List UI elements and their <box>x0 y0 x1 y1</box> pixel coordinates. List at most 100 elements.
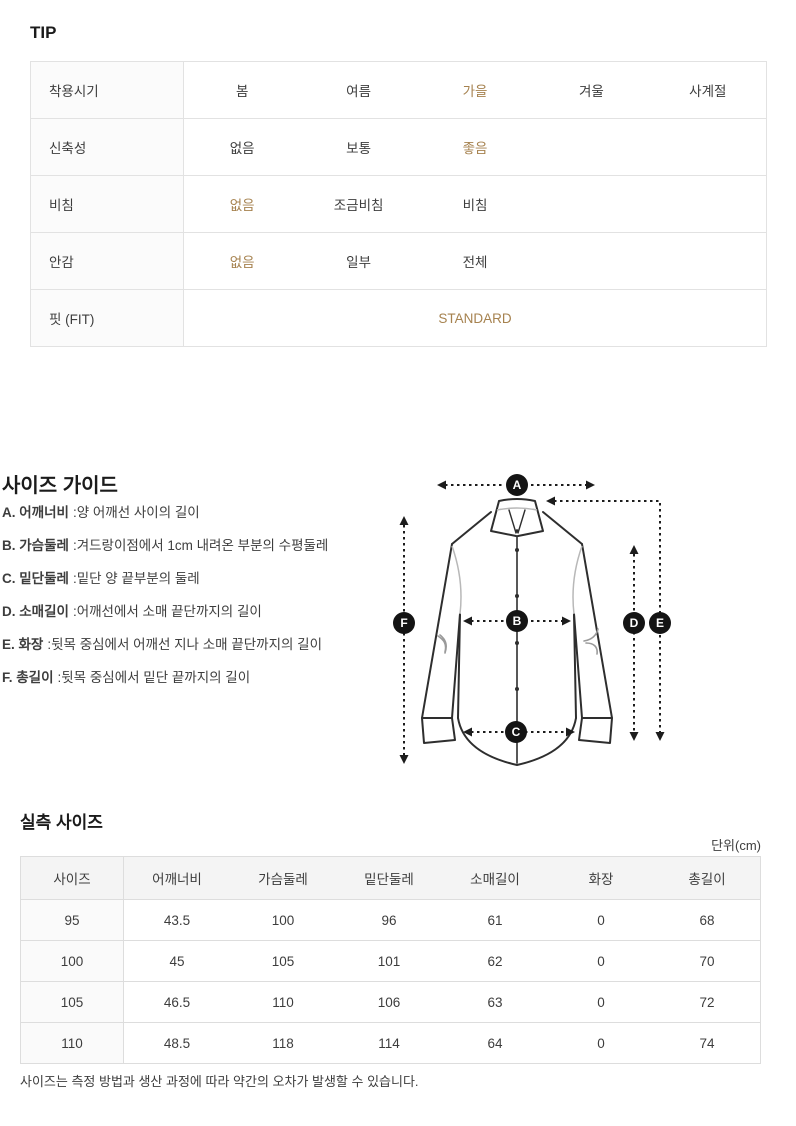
size-cell: 110 <box>21 1023 124 1063</box>
value-cell: 114 <box>378 1035 400 1051</box>
measure-label-e: E. 화장 <box>2 636 44 652</box>
badge-b: B <box>506 610 528 632</box>
list-item: B. 가슴둘레 :겨드랑이점에서 1cm 내려온 부분의 수평둘레 <box>2 527 328 560</box>
svg-text:B: B <box>513 614 522 628</box>
list-item: E. 화장 :뒷목 중심에서 어깨선 지나 소매 끝단까지의 길이 <box>2 626 328 659</box>
option-winter: 겨울 <box>578 84 604 99</box>
list-item: F. 총길이 :뒷목 중심에서 밑단 끝까지의 길이 <box>2 659 328 692</box>
column-header-hwajang: 화장 <box>588 872 614 887</box>
value-cell: 0 <box>597 912 605 928</box>
shirt-measurement-diagram-icon: A B C D E F <box>393 474 671 766</box>
measurement-badges: A B C D E F <box>393 474 671 743</box>
value-cell: 74 <box>699 1035 715 1051</box>
size-disclaimer-note: 사이즈는 측정 방법과 생산 과정에 따라 약간의 오차가 발생할 수 있습니다… <box>20 1074 419 1089</box>
value-cell: 106 <box>377 994 401 1010</box>
option-good-selected: 좋음 <box>462 141 488 156</box>
table-row: 105 46.5 110 106 63 0 72 <box>21 981 760 1022</box>
option-full: 전체 <box>462 255 488 270</box>
value-cell: 61 <box>487 912 503 928</box>
row-label-elasticity: 신축성 <box>31 119 184 175</box>
measure-desc-a: :양 어깨선 사이의 길이 <box>72 504 200 520</box>
badge-d: D <box>623 612 645 634</box>
row-label-fit: 핏 (FIT) <box>31 290 184 346</box>
row-options: 없음 조금비침 비침 <box>184 176 766 232</box>
value-cell: 62 <box>487 953 503 969</box>
measurement-arrows <box>399 480 665 764</box>
column-header-sleeve: 소매길이 <box>470 872 520 887</box>
value-cell: 105 <box>271 953 295 969</box>
column-header-size: 사이즈 <box>21 857 124 899</box>
unit-label: 단위(cm) <box>711 838 761 853</box>
option-all-season: 사계절 <box>689 84 727 99</box>
list-item: C. 밑단둘레 :밑단 양 끝부분의 둘레 <box>2 560 328 593</box>
value-cell: 46.5 <box>163 994 191 1010</box>
table-row: 110 48.5 118 114 64 0 74 <box>21 1022 760 1063</box>
option-slightly-sheer: 조금비침 <box>333 198 384 213</box>
option-normal: 보통 <box>346 141 372 156</box>
svg-text:E: E <box>656 616 664 630</box>
tip-attributes-table: 착용시기 봄 여름 가을 겨울 사계절 신축성 없음 보통 좋음 비침 없음 조… <box>30 61 767 347</box>
table-row: 핏 (FIT) STANDARD <box>31 289 766 346</box>
option-sheer: 비침 <box>462 198 488 213</box>
value-cell: 64 <box>487 1035 503 1051</box>
table-header-row: 사이즈 어깨너비 가슴둘레 밑단둘레 소매길이 화장 총길이 <box>21 857 760 899</box>
svg-text:C: C <box>512 725 521 739</box>
measure-label-d: D. 소매길이 <box>2 603 69 619</box>
table-row: 95 43.5 100 96 61 0 68 <box>21 899 760 940</box>
measured-size-title: 실측 사이즈 <box>20 813 103 832</box>
badge-a: A <box>506 474 528 496</box>
value-cell: 48.5 <box>163 1035 191 1051</box>
table-row: 신축성 없음 보통 좋음 <box>31 118 766 175</box>
table-row: 안감 없음 일부 전체 <box>31 232 766 289</box>
option-partial: 일부 <box>346 255 372 270</box>
badge-c: C <box>505 721 527 743</box>
size-guide-legend: A. 어깨너비 :양 어깨선 사이의 길이 B. 가슴둘레 :겨드랑이점에서 1… <box>2 494 328 692</box>
column-header-hem: 밑단둘레 <box>364 872 414 887</box>
value-cell: 45 <box>169 953 185 969</box>
option-summer: 여름 <box>346 84 372 99</box>
value-cell: 0 <box>597 953 605 969</box>
row-options: 없음 일부 전체 <box>184 233 766 289</box>
value-cell: 110 <box>272 994 294 1010</box>
value-cell: 70 <box>699 953 715 969</box>
measured-size-table: 사이즈 어깨너비 가슴둘레 밑단둘레 소매길이 화장 총길이 95 43.5 1… <box>20 856 761 1064</box>
list-item: D. 소매길이 :어깨선에서 소매 끝단까지의 길이 <box>2 593 328 626</box>
option-none-selected: 없음 <box>229 198 255 213</box>
row-options: 봄 여름 가을 겨울 사계절 <box>184 62 766 118</box>
measure-desc-e: :뒷목 중심에서 어깨선 지나 소매 끝단까지의 길이 <box>47 636 323 652</box>
row-options: STANDARD <box>184 290 766 346</box>
table-row: 100 45 105 101 62 0 70 <box>21 940 760 981</box>
value-cell: 63 <box>487 994 503 1010</box>
table-row: 비침 없음 조금비침 비침 <box>31 175 766 232</box>
list-item: A. 어깨너비 :양 어깨선 사이의 길이 <box>2 494 328 527</box>
measure-desc-f: :뒷목 중심에서 밑단 끝까지의 길이 <box>57 669 251 685</box>
size-cell: 100 <box>21 941 124 981</box>
size-guide-title: 사이즈 가이드 <box>2 474 118 497</box>
tip-section-title: TIP <box>30 23 57 42</box>
measure-label-f: F. 총길이 <box>2 669 54 685</box>
value-cell: 0 <box>597 1035 605 1051</box>
column-header-chest: 가슴둘레 <box>258 872 308 887</box>
value-cell: 0 <box>597 994 605 1010</box>
row-label-sheerness: 비침 <box>31 176 184 232</box>
row-label-season: 착용시기 <box>31 62 184 118</box>
option-spring: 봄 <box>235 84 249 99</box>
measure-label-c: C. 밑단둘레 <box>2 570 69 586</box>
column-header-shoulder: 어깨너비 <box>152 872 202 887</box>
option-fall-selected: 가을 <box>462 84 488 99</box>
measure-desc-c: :밑단 양 끝부분의 둘레 <box>72 570 200 586</box>
badge-e: E <box>649 612 671 634</box>
measure-desc-b: :겨드랑이점에서 1cm 내려온 부분의 수평둘레 <box>72 537 329 553</box>
row-options: 없음 보통 좋음 <box>184 119 766 175</box>
value-cell: 43.5 <box>163 912 191 928</box>
row-label-lining: 안감 <box>31 233 184 289</box>
value-cell: 100 <box>271 912 295 928</box>
size-cell: 105 <box>21 982 124 1022</box>
measure-label-a: A. 어깨너비 <box>2 504 69 520</box>
column-header-length: 총길이 <box>688 872 726 887</box>
value-cell: 96 <box>381 912 397 928</box>
option-none: 없음 <box>229 141 255 156</box>
option-standard-selected: STANDARD <box>438 310 512 326</box>
value-cell: 101 <box>377 953 401 969</box>
